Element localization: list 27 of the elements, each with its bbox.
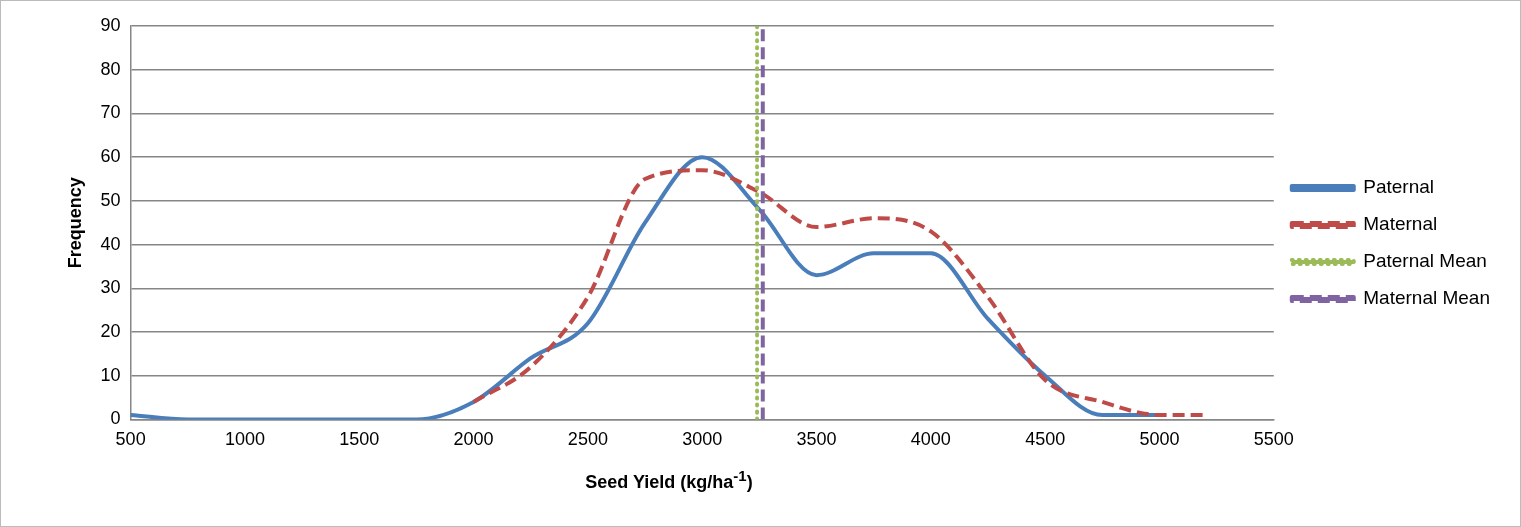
x-tick-label: 3000 [682, 429, 723, 450]
y-tick-label: 60 [100, 146, 121, 167]
y-tick-label: 70 [100, 102, 121, 123]
legend-label: Paternal [1363, 176, 1435, 198]
legend-label: Maternal [1363, 213, 1438, 235]
y-tick-label: 10 [100, 364, 121, 385]
x-tick-label: 5000 [1139, 429, 1180, 450]
x-tick-label: 4000 [910, 429, 951, 450]
y-tick-label: 30 [100, 277, 121, 298]
y-tick-label: 0 [110, 408, 121, 429]
y-tick-label: 80 [100, 58, 121, 79]
y-tick-label: 50 [100, 189, 121, 210]
x-tick-label: 5500 [1253, 429, 1294, 450]
legend-label: Maternal Mean [1363, 287, 1491, 309]
y-tick-label: 20 [100, 320, 121, 341]
x-tick-label: 1000 [224, 429, 265, 450]
y-axis-title: Frequency [64, 177, 85, 269]
x-tick-label: 2500 [567, 429, 608, 450]
y-tick-label: 40 [100, 233, 121, 254]
x-tick-label: 4500 [1025, 429, 1066, 450]
x-axis-title: Seed Yield (kg/ha$^{-1}$) [584, 467, 754, 493]
x-tick-label: 3500 [796, 429, 837, 450]
x-tick-label: 1500 [339, 429, 380, 450]
legend-label: Paternal Mean [1363, 250, 1487, 272]
y-tick-label: 90 [100, 14, 121, 35]
x-tick-label: 500 [115, 429, 146, 450]
x-tick-label: 2000 [453, 429, 494, 450]
